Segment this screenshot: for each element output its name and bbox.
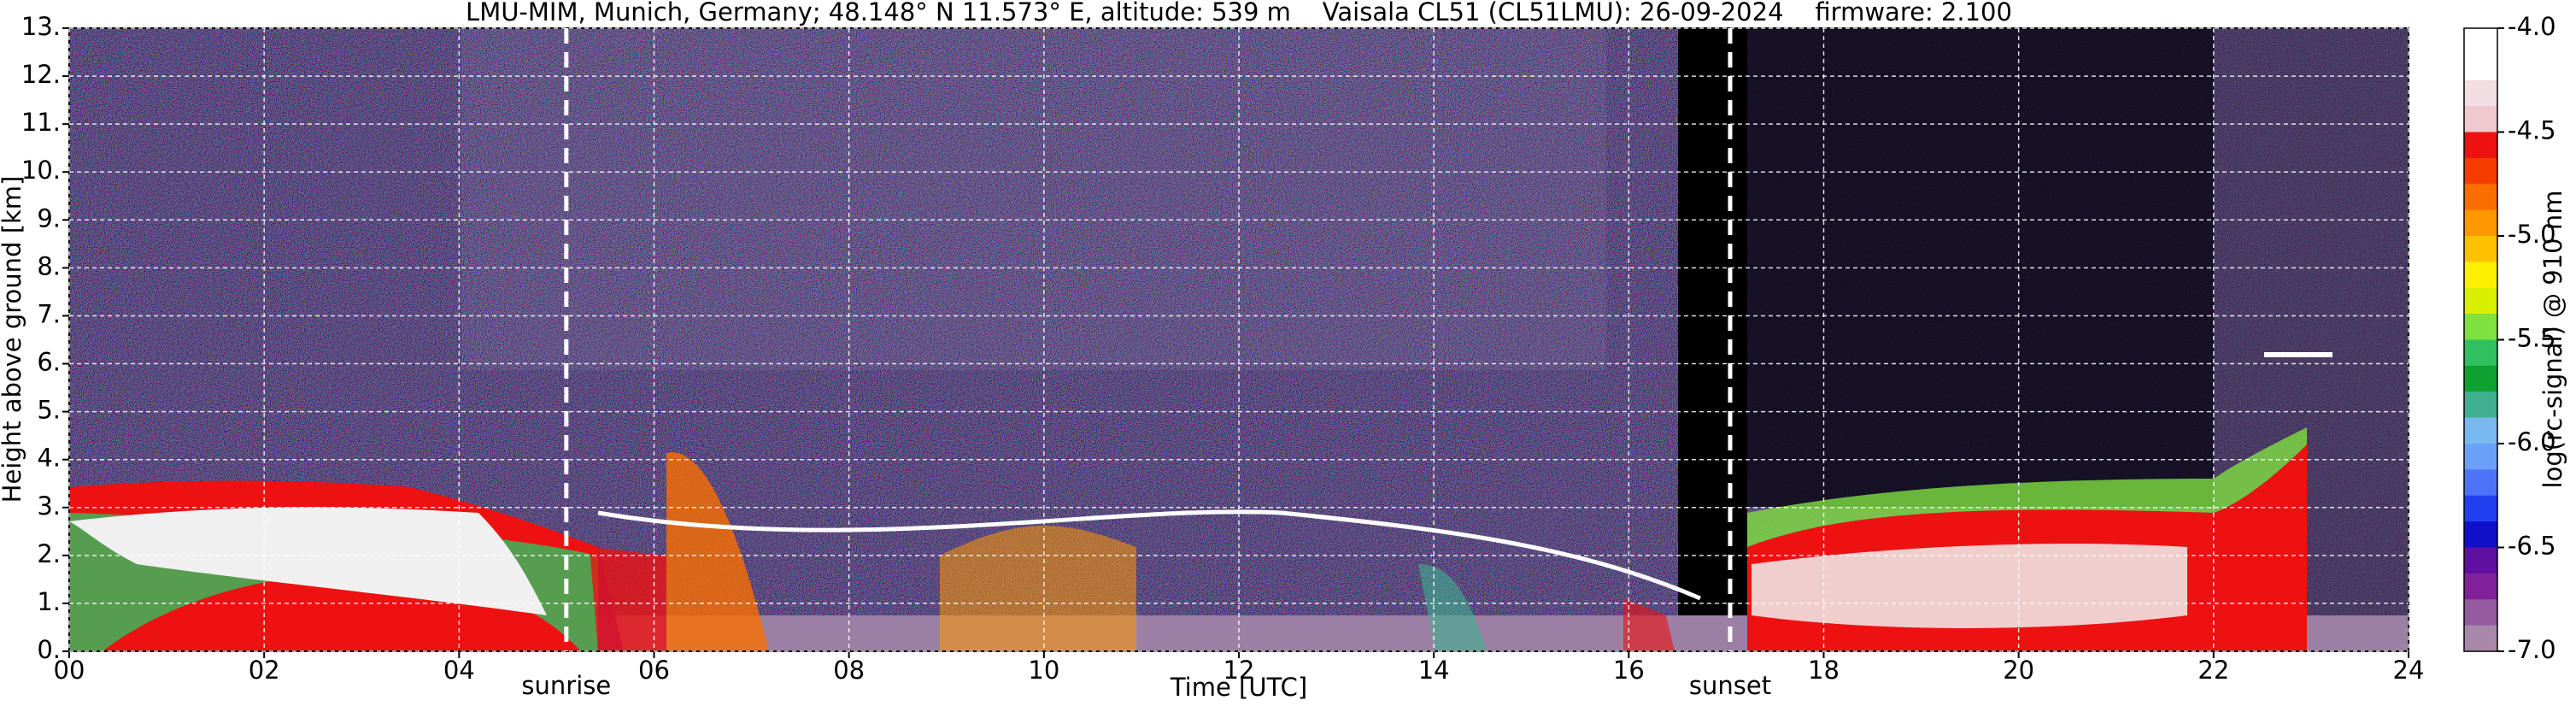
x-tick-label: 12 bbox=[1223, 656, 1255, 685]
x-tick-label: 18 bbox=[1808, 656, 1840, 685]
aerosol-layer bbox=[666, 452, 769, 651]
colorbar-tick-label: -4.0 bbox=[2508, 12, 2556, 41]
colorbar-segment bbox=[2464, 287, 2497, 315]
colorbar-segment bbox=[2464, 573, 2497, 600]
event-label: sunrise bbox=[521, 671, 611, 700]
dark-region bbox=[1678, 28, 1747, 651]
y-tick-label: 0. bbox=[37, 635, 61, 664]
colorbar-segment bbox=[2464, 625, 2497, 652]
colorbar-segment bbox=[2464, 79, 2497, 107]
colorbar-segment bbox=[2464, 157, 2497, 185]
colorbar-tick-label: -5.5 bbox=[2508, 324, 2556, 353]
aerosol-layer bbox=[1623, 598, 1675, 651]
colorbar-segment bbox=[2464, 106, 2497, 132]
x-tick-label: 24 bbox=[2393, 656, 2425, 685]
colorbar-segment bbox=[2464, 339, 2497, 367]
cloud-base-trace bbox=[597, 509, 1701, 601]
chart-title: LMU-MIM, Munich, Germany; 48.148° N 11.5… bbox=[466, 0, 2012, 26]
x-tick-label: 22 bbox=[2198, 656, 2229, 685]
x-tick-label: 14 bbox=[1418, 656, 1450, 685]
x-tick-label: 00 bbox=[54, 656, 85, 685]
y-tick-label: 2. bbox=[37, 539, 61, 568]
x-tick-label: 06 bbox=[638, 656, 670, 685]
colorbar-segment bbox=[2464, 521, 2497, 548]
colorbar-segment bbox=[2464, 236, 2497, 262]
colorbar-tick-label: -7.0 bbox=[2508, 635, 2556, 664]
colorbar-segment bbox=[2464, 365, 2497, 392]
colorbar-segment bbox=[2464, 444, 2497, 470]
aerosol-layer bbox=[1752, 544, 2187, 628]
aerosol-layer bbox=[1747, 427, 2307, 547]
colorbar-segment bbox=[2464, 417, 2497, 444]
y-tick-label: 10. bbox=[21, 156, 61, 185]
y-tick-label: 1. bbox=[37, 587, 61, 616]
colorbar-segment bbox=[2464, 547, 2497, 574]
colorbar-segment bbox=[2464, 132, 2497, 159]
colorbar-segment bbox=[2464, 184, 2497, 211]
colorbar-tick-label: -5.0 bbox=[2508, 220, 2556, 249]
colorbar-tick-label: -4.5 bbox=[2508, 116, 2556, 145]
y-tick-label: 11. bbox=[21, 108, 61, 137]
colorbar-segment bbox=[2464, 314, 2497, 340]
colorbar-segment bbox=[2464, 391, 2497, 419]
aerosol-layer bbox=[69, 507, 547, 615]
colorbar-segment bbox=[2464, 599, 2497, 627]
x-tick-label: 10 bbox=[1028, 656, 1059, 685]
colorbar-segment bbox=[2464, 262, 2497, 289]
x-axis-label: Time [UTC] bbox=[1170, 673, 1307, 702]
y-tick-label: 13. bbox=[21, 12, 61, 41]
y-tick-label: 7. bbox=[37, 299, 61, 328]
colorbar-segment bbox=[2464, 54, 2497, 81]
y-tick-label: 9. bbox=[37, 203, 61, 232]
aerosol-layer bbox=[590, 547, 666, 651]
x-tick-label: 04 bbox=[443, 656, 475, 685]
x-tick-label: 02 bbox=[249, 656, 280, 685]
event-label: sunset bbox=[1689, 671, 1771, 700]
colorbar-segment bbox=[2464, 469, 2497, 497]
x-tick-label: 16 bbox=[1613, 656, 1645, 685]
y-tick-label: 6. bbox=[37, 348, 61, 377]
y-axis-label: Height above ground [km] bbox=[0, 176, 26, 503]
colorbar-segment bbox=[2464, 209, 2497, 237]
y-tick-label: 8. bbox=[37, 251, 61, 280]
x-tick-label: 20 bbox=[2003, 656, 2034, 685]
y-tick-label: 5. bbox=[37, 396, 61, 425]
y-tick-label: 4. bbox=[37, 444, 61, 473]
colorbar-segment bbox=[2464, 28, 2497, 55]
y-tick-label: 12. bbox=[21, 60, 61, 89]
colorbar-tick-label: -6.0 bbox=[2508, 427, 2556, 456]
colorbar-tick-label: -6.5 bbox=[2508, 532, 2556, 561]
colorbar-label: log(rc-signal) @ 910 nm bbox=[2538, 191, 2567, 489]
aerosol-layer bbox=[1418, 564, 1487, 651]
x-tick-label: 08 bbox=[833, 656, 865, 685]
colorbar-segment bbox=[2464, 495, 2497, 522]
y-tick-label: 3. bbox=[37, 491, 61, 521]
aerosol-layer bbox=[940, 526, 1136, 651]
